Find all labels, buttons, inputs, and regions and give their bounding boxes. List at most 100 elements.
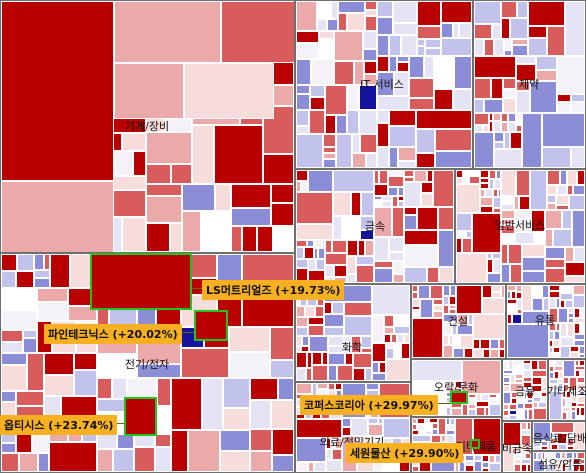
stock-tile[interactable] (443, 314, 457, 322)
stock-tile[interactable] (412, 310, 420, 318)
stock-tile[interactable] (549, 360, 555, 366)
stock-tile[interactable] (250, 429, 272, 451)
stock-tile[interactable] (409, 56, 424, 78)
stock-tile[interactable] (192, 125, 214, 184)
stock-tile[interactable] (580, 459, 585, 464)
stock-tile[interactable] (296, 438, 326, 462)
stock-tile[interactable] (507, 304, 517, 314)
stock-tile[interactable] (215, 184, 231, 211)
stock-tile[interactable] (308, 317, 324, 325)
stock-tile[interactable] (1, 365, 27, 391)
stock-tile[interactable] (459, 23, 472, 38)
stock-tile[interactable] (555, 469, 562, 472)
stock-tile[interactable] (344, 302, 372, 316)
stock-tile[interactable] (296, 352, 307, 368)
stock-tile[interactable] (580, 407, 585, 416)
stock-tile[interactable] (392, 196, 398, 207)
stock-tile[interactable] (351, 418, 368, 436)
stock-tile[interactable] (536, 56, 557, 70)
stock-tile[interactable] (457, 325, 473, 335)
stock-tile[interactable] (538, 360, 547, 370)
stock-tile[interactable] (523, 382, 532, 388)
stock-tile[interactable] (401, 35, 417, 56)
stock-tile[interactable] (542, 377, 547, 387)
stock-tile[interactable] (577, 377, 585, 383)
stock-tile[interactable] (571, 147, 585, 168)
stock-tile[interactable] (314, 240, 322, 248)
stock-tile[interactable] (305, 306, 315, 317)
stock-tile[interactable] (557, 94, 571, 102)
stock-tile[interactable] (374, 268, 393, 283)
stock-tile[interactable] (573, 459, 580, 464)
stock-tile[interactable] (377, 123, 389, 147)
stock-tile[interactable] (446, 425, 455, 430)
stock-tile[interactable] (507, 314, 512, 324)
stock-tile[interactable] (533, 447, 541, 450)
stock-tile[interactable] (317, 19, 327, 31)
stock-tile[interactable] (460, 335, 473, 348)
stock-tile[interactable] (468, 314, 473, 325)
stock-tile[interactable] (433, 305, 443, 311)
stock-tile[interactable] (296, 31, 319, 43)
callout-ls-materials[interactable]: LS머트리얼즈 (+19.73%) (202, 280, 345, 300)
stock-tile[interactable] (146, 132, 192, 164)
stock-tile[interactable] (503, 98, 516, 113)
stock-tile[interactable] (358, 240, 365, 256)
stock-tile[interactable] (545, 247, 565, 259)
stock-tile[interactable] (317, 299, 324, 306)
stock-tile[interactable] (171, 430, 188, 472)
stock-tile[interactable] (374, 200, 382, 207)
stock-tile[interactable] (490, 349, 499, 358)
stock-tile[interactable] (122, 217, 146, 252)
stock-tile[interactable] (490, 339, 499, 349)
stock-tile[interactable] (456, 213, 472, 231)
stock-tile[interactable] (474, 113, 489, 125)
stock-tile[interactable] (419, 430, 425, 435)
stock-tile[interactable] (524, 392, 527, 399)
stock-tile[interactable] (353, 353, 372, 368)
stock-tile[interactable] (328, 353, 345, 365)
stock-tile[interactable] (508, 244, 522, 264)
stock-tile[interactable] (514, 446, 517, 455)
stock-tile[interactable] (250, 451, 272, 472)
stock-tile[interactable] (493, 189, 498, 197)
stock-tile[interactable] (319, 39, 334, 59)
stock-tile[interactable] (393, 1, 417, 23)
stock-tile[interactable] (394, 326, 410, 334)
stock-tile[interactable] (344, 342, 351, 353)
stock-tile[interactable] (372, 362, 379, 373)
stock-tile[interactable] (574, 318, 585, 323)
stock-tile[interactable] (512, 45, 528, 56)
stock-tile[interactable] (429, 418, 438, 423)
stock-tile[interactable] (554, 384, 558, 391)
stock-tile[interactable] (393, 23, 417, 35)
stock-tile[interactable] (454, 56, 472, 89)
stock-tile[interactable] (514, 459, 521, 464)
stock-tile[interactable] (452, 322, 457, 335)
stock-tile[interactable] (398, 161, 416, 168)
stock-tile[interactable] (1, 443, 16, 453)
stock-tile[interactable] (328, 383, 335, 390)
sector-finance[interactable] (502, 359, 548, 421)
stock-tile[interactable] (309, 110, 325, 134)
stock-tile[interactable] (549, 298, 556, 308)
stock-tile[interactable] (566, 452, 573, 459)
stock-tile[interactable] (480, 170, 489, 178)
stock-tile[interactable] (541, 441, 548, 446)
stock-tile[interactable] (524, 409, 528, 420)
stock-tile[interactable] (449, 296, 456, 305)
stock-tile[interactable] (242, 254, 294, 282)
highlight-box-cosmax-korea[interactable] (450, 391, 468, 404)
stock-tile[interactable] (335, 383, 342, 390)
stock-tile[interactable] (503, 416, 509, 420)
stock-tile[interactable] (499, 349, 505, 358)
stock-tile[interactable] (553, 229, 572, 247)
stock-tile[interactable] (347, 13, 365, 31)
stock-tile[interactable] (296, 327, 308, 336)
stock-tile[interactable] (441, 23, 453, 38)
stock-tile[interactable] (97, 399, 127, 412)
stock-tile[interactable] (484, 39, 494, 56)
stock-tile[interactable] (563, 384, 569, 391)
stock-tile[interactable] (146, 196, 182, 223)
stock-tile[interactable] (501, 210, 515, 219)
